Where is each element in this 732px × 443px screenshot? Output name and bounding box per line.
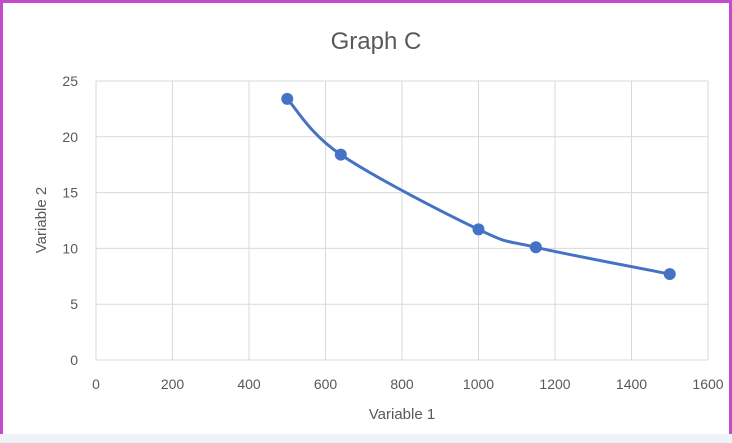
x-tick-label: 200 [161, 376, 185, 392]
x-tick-label: 400 [237, 376, 261, 392]
y-tick-labels: 0 5 10 15 20 25 [62, 73, 78, 368]
x-tick-label: 1400 [616, 376, 647, 392]
chart-title: Graph C [331, 28, 422, 55]
data-point [529, 241, 542, 254]
x-tick-label: 1200 [539, 376, 570, 392]
y-tick-label: 20 [62, 129, 78, 145]
data-point [663, 268, 676, 281]
x-tick-labels: 0 200 400 600 800 1000 1200 1400 1600 [92, 376, 724, 392]
y-tick-label: 25 [62, 73, 78, 89]
y-tick-label: 15 [62, 185, 78, 201]
data-point [472, 223, 485, 236]
x-tick-label: 0 [92, 376, 100, 392]
y-axis-title: Variable 2 [33, 187, 50, 253]
x-tick-label: 800 [390, 376, 414, 392]
x-tick-label: 1600 [692, 376, 723, 392]
x-tick-label: 1000 [463, 376, 494, 392]
y-tick-label: 0 [70, 352, 78, 368]
y-tick-label: 10 [62, 240, 78, 256]
data-point [281, 92, 294, 105]
data-point [334, 148, 347, 161]
data-series [281, 92, 676, 281]
x-axis-title: Variable 1 [369, 406, 435, 423]
bottom-band [0, 434, 732, 443]
y-tick-label: 5 [70, 296, 78, 312]
x-tick-label: 600 [314, 376, 338, 392]
gridlines [95, 80, 709, 361]
